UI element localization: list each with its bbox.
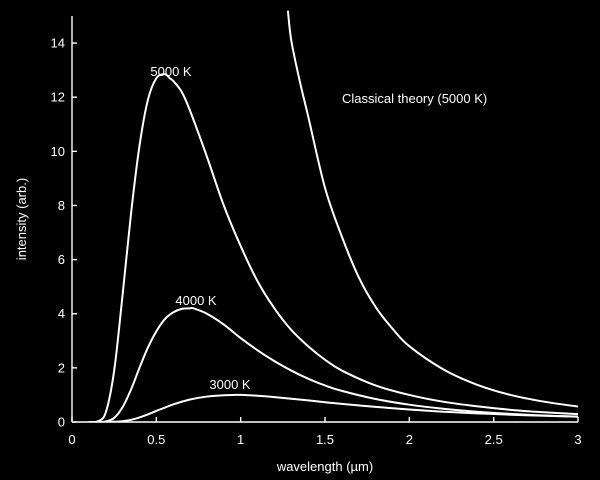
x-tick-label: 2.5 <box>485 432 503 447</box>
curve-classical-5000k <box>286 10 579 408</box>
x-tick-label: 0.5 <box>147 432 165 447</box>
y-tick-label: 14 <box>51 36 65 51</box>
x-tick-label: 1 <box>237 432 244 447</box>
y-tick-label: 0 <box>58 415 65 430</box>
curve-5000k <box>88 73 579 422</box>
y-axis-title: intensity (arb.) <box>14 178 29 260</box>
x-tick-label: 1.5 <box>316 432 334 447</box>
y-tick-label: 10 <box>51 144 65 159</box>
label-3000k: 3000 K <box>209 377 251 392</box>
y-tick-label: 4 <box>58 306 65 321</box>
y-tick-label: 2 <box>58 360 65 375</box>
curves <box>88 10 579 422</box>
curve-labels: 5000 K 4000 K 3000 K Classical theory (5000… <box>150 64 487 392</box>
label-classical-theory: Classical theory (5000 K) <box>342 91 487 106</box>
label-5000k: 5000 K <box>150 64 192 79</box>
axes: 0 0.5 1 1.5 2 2.5 3 0 2 4 6 8 10 12 14 <box>51 16 582 447</box>
y-tick-label: 6 <box>58 252 65 267</box>
curve-4000k <box>88 306 579 422</box>
label-4000k: 4000 K <box>175 293 217 308</box>
x-axis-title: wavelength (µm) <box>276 459 373 474</box>
curve-3000k <box>88 393 579 422</box>
x-tick-label: 2 <box>406 432 413 447</box>
x-tick-label: 0 <box>68 432 75 447</box>
y-tick-label: 8 <box>58 198 65 213</box>
x-tick-label: 3 <box>574 432 581 447</box>
y-tick-label: 12 <box>51 90 65 105</box>
